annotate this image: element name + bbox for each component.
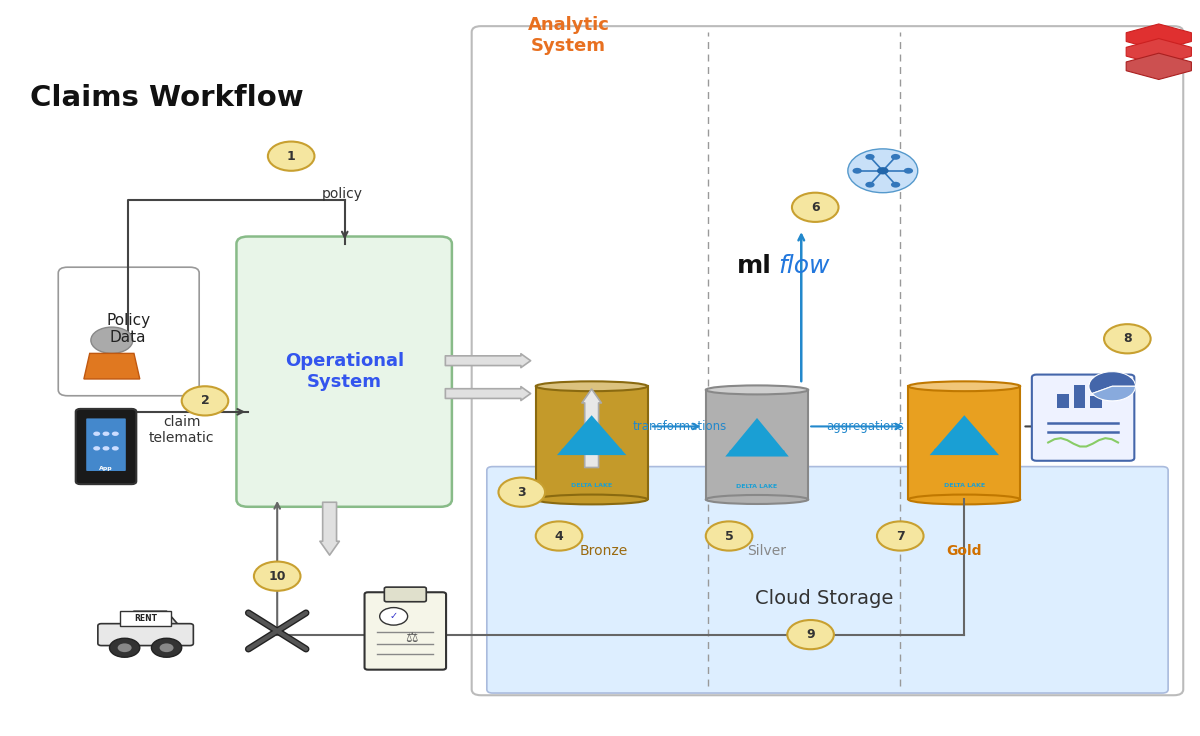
Polygon shape — [116, 611, 180, 627]
FancyBboxPatch shape — [236, 236, 452, 507]
Text: 10: 10 — [269, 570, 286, 583]
Polygon shape — [908, 386, 1020, 500]
Ellipse shape — [535, 381, 648, 391]
Ellipse shape — [908, 381, 1020, 391]
Circle shape — [112, 431, 119, 436]
Text: Policy
Data: Policy Data — [106, 313, 150, 345]
Circle shape — [787, 620, 834, 649]
Circle shape — [109, 638, 139, 657]
Circle shape — [94, 431, 100, 436]
Text: RENT: RENT — [134, 614, 157, 623]
FancyBboxPatch shape — [1074, 385, 1086, 408]
Text: transformations: transformations — [634, 420, 727, 433]
Circle shape — [877, 521, 924, 551]
Circle shape — [498, 478, 545, 507]
Text: DELTA LAKE: DELTA LAKE — [571, 484, 612, 489]
Circle shape — [94, 446, 100, 450]
Text: aggregations: aggregations — [827, 420, 905, 433]
Text: DELTA LAKE: DELTA LAKE — [737, 484, 778, 489]
Text: flow: flow — [778, 254, 829, 277]
Circle shape — [852, 168, 862, 174]
FancyBboxPatch shape — [59, 267, 199, 396]
Circle shape — [118, 643, 132, 652]
FancyBboxPatch shape — [76, 409, 137, 484]
Text: claim
telematic: claim telematic — [149, 415, 215, 445]
FancyBboxPatch shape — [365, 592, 446, 670]
FancyArrowPatch shape — [320, 502, 340, 555]
Polygon shape — [725, 418, 788, 456]
FancyBboxPatch shape — [120, 611, 172, 626]
FancyBboxPatch shape — [472, 26, 1183, 696]
FancyBboxPatch shape — [98, 623, 193, 645]
Text: ⚖: ⚖ — [404, 631, 418, 645]
Circle shape — [904, 168, 913, 174]
Text: 7: 7 — [896, 529, 905, 542]
Polygon shape — [1126, 53, 1192, 79]
Circle shape — [102, 446, 109, 450]
Circle shape — [865, 182, 875, 188]
FancyArrowPatch shape — [445, 354, 530, 368]
Text: ml: ml — [737, 254, 772, 277]
Text: 2: 2 — [200, 394, 209, 407]
Text: 9: 9 — [806, 628, 815, 641]
Circle shape — [160, 643, 174, 652]
Circle shape — [890, 182, 900, 188]
FancyBboxPatch shape — [487, 467, 1168, 693]
Circle shape — [865, 154, 875, 160]
FancyArrowPatch shape — [445, 386, 530, 400]
FancyBboxPatch shape — [86, 418, 126, 471]
Circle shape — [91, 327, 133, 353]
Polygon shape — [706, 390, 809, 500]
Text: ✓: ✓ — [390, 612, 397, 621]
Circle shape — [112, 446, 119, 450]
Circle shape — [379, 608, 408, 625]
Circle shape — [1104, 324, 1151, 353]
Polygon shape — [930, 415, 998, 455]
Circle shape — [181, 386, 228, 416]
Circle shape — [706, 521, 752, 551]
Circle shape — [102, 431, 109, 436]
Text: Gold: Gold — [947, 544, 982, 558]
FancyBboxPatch shape — [1057, 394, 1069, 408]
Circle shape — [792, 193, 839, 222]
Ellipse shape — [706, 495, 809, 504]
FancyBboxPatch shape — [384, 587, 426, 602]
FancyBboxPatch shape — [1032, 375, 1134, 461]
Text: 8: 8 — [1123, 332, 1132, 345]
Text: policy: policy — [322, 188, 362, 202]
Circle shape — [535, 521, 582, 551]
Text: DELTA LAKE: DELTA LAKE — [943, 484, 985, 489]
Text: Cloud Storage: Cloud Storage — [755, 589, 894, 608]
FancyArrowPatch shape — [582, 389, 601, 467]
Text: 3: 3 — [517, 486, 526, 499]
Polygon shape — [1126, 38, 1192, 65]
Polygon shape — [84, 353, 139, 379]
FancyBboxPatch shape — [1090, 397, 1102, 408]
Text: Claims Workflow: Claims Workflow — [30, 84, 304, 112]
Text: 4: 4 — [554, 529, 564, 542]
Circle shape — [151, 638, 181, 657]
Polygon shape — [557, 415, 626, 455]
Circle shape — [268, 141, 314, 171]
Text: 6: 6 — [811, 201, 820, 213]
Circle shape — [254, 562, 300, 591]
Text: Bronze: Bronze — [580, 544, 628, 558]
Polygon shape — [535, 386, 648, 500]
Circle shape — [877, 167, 889, 174]
Wedge shape — [1092, 386, 1135, 401]
Ellipse shape — [908, 495, 1020, 504]
Polygon shape — [1126, 24, 1192, 50]
Ellipse shape — [706, 386, 809, 394]
Circle shape — [848, 149, 918, 193]
Text: Operational
System: Operational System — [286, 353, 404, 391]
Text: 5: 5 — [725, 529, 733, 542]
Text: Analytic
System: Analytic System — [528, 16, 610, 55]
Text: 1: 1 — [287, 149, 295, 163]
Text: App: App — [100, 467, 113, 471]
Circle shape — [890, 154, 900, 160]
Wedge shape — [1088, 372, 1135, 394]
Text: Silver: Silver — [746, 544, 786, 558]
Ellipse shape — [535, 495, 648, 504]
